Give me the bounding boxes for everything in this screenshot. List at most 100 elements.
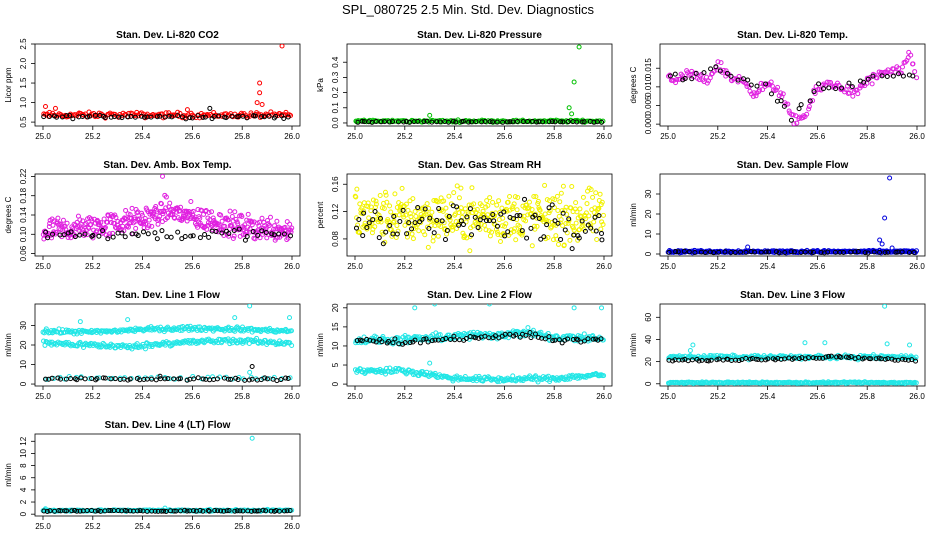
data-point [437,332,443,338]
data-point [229,113,235,119]
data-point [471,201,477,207]
data-point [231,228,237,234]
data-point [675,249,681,255]
data-point [580,194,586,200]
data-point [232,508,238,514]
data-point [398,207,404,213]
data-point [283,375,289,381]
data-point [72,234,78,240]
x-tick-label: 25.6 [810,132,826,141]
data-point [434,217,440,223]
data-point [459,209,465,215]
y-tick-label: 10 [644,229,653,238]
data-point [409,231,415,237]
data-point [167,200,173,206]
data-point [252,113,258,119]
data-point [72,507,78,513]
data-point [113,215,119,221]
data-point [240,232,246,238]
data-point [156,216,162,222]
data-point [549,202,555,208]
y-tick-label: 0.1 [331,102,340,114]
data-point [491,218,497,224]
data-point [690,342,696,348]
data-point [357,230,363,236]
data-point [458,218,464,224]
data-point [818,249,824,255]
data-point [519,228,525,234]
data-point [507,331,513,337]
data-point [102,375,108,381]
data-point [149,223,155,229]
y-tick-label: 0 [19,511,28,516]
panel-8: Stan. Dev. Line 2 Flow ml/min 25.0 25.2 25.4… [316,290,613,401]
data-point [421,336,427,342]
data-point [707,249,713,255]
y-tick-label: 0.3 [331,71,340,83]
data-point [573,200,579,206]
data-point [846,90,852,96]
data-point [70,116,76,122]
data-point [510,203,516,209]
data-point [884,341,890,347]
data-point [438,224,444,230]
data-point [798,102,804,108]
data-point [412,337,418,343]
data-point [198,110,204,116]
data-point [512,194,518,200]
y-tick-label: 0 [19,381,28,386]
data-point [899,356,905,362]
data-point [45,235,51,241]
data-point [581,331,587,337]
data-point [706,358,712,364]
data-point [895,357,901,363]
data-point [64,508,70,514]
data-point [674,77,680,83]
data-point [896,71,902,77]
data-point [500,119,506,125]
y-tick-label: 5 [331,362,340,367]
data-point [431,230,437,236]
x-tick-label: 25.4 [135,132,151,141]
data-point [416,228,422,234]
data-point [210,374,216,380]
data-point [574,119,580,125]
plot-frame [346,173,613,257]
y-tick-label: 2.0 [19,57,28,69]
data-point [53,229,59,235]
data-point [510,119,516,125]
data-point [402,222,408,228]
x-tick-label: 26.0 [284,132,300,141]
data-point [532,331,538,337]
data-point [494,223,500,229]
data-point [504,208,510,214]
y-tick-label: 1.0 [19,96,28,108]
data-point [861,355,867,361]
data-point [884,73,890,79]
data-point [365,200,371,206]
data-point [260,507,266,513]
data-point [758,249,764,255]
data-point [128,113,134,119]
data-point [68,376,74,382]
data-point [849,84,855,90]
data-point [211,114,217,120]
data-point [266,113,272,119]
data-point [479,119,485,125]
data-point [805,355,811,361]
data-point [594,236,600,242]
data-point [139,212,145,218]
x-tick-label: 25.8 [234,132,250,141]
data-point [263,230,269,236]
data-point [462,206,468,212]
data-point [756,87,762,93]
data-point [765,356,771,362]
data-point [244,233,250,239]
data-point [869,81,875,87]
data-point [758,80,764,86]
data-point [538,236,544,242]
data-point [184,377,190,383]
data-point [289,343,295,349]
data-point [366,215,372,221]
data-point [250,228,256,234]
